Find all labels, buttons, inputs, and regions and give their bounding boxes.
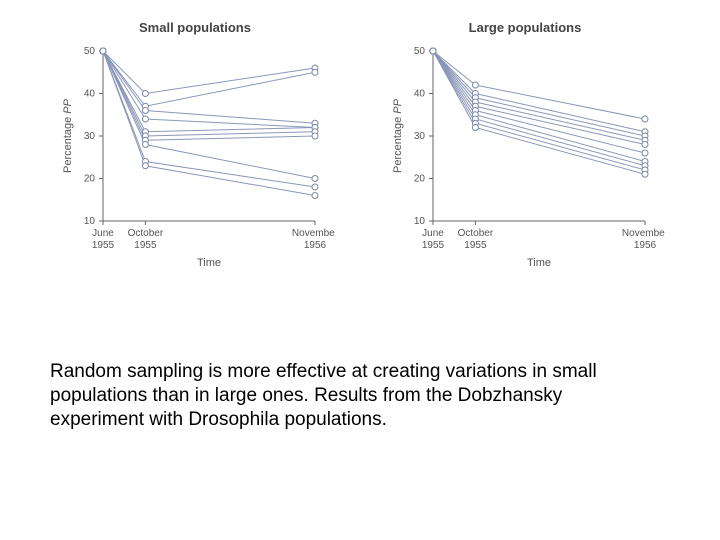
xtick-label-top: November bbox=[292, 228, 335, 239]
series-marker bbox=[312, 133, 318, 139]
series-marker bbox=[472, 125, 478, 131]
ytick-label: 40 bbox=[414, 89, 426, 100]
ytick-label: 30 bbox=[414, 131, 426, 142]
ytick-label: 10 bbox=[84, 216, 96, 227]
ytick-label: 20 bbox=[84, 174, 96, 185]
series-marker bbox=[142, 108, 148, 114]
y-axis-label: Percentage PP bbox=[392, 98, 404, 173]
x-axis-label: Time bbox=[197, 257, 221, 269]
xtick-label-bottom: 1955 bbox=[134, 240, 157, 251]
chart-small-populations: Small populations 1020304050June1955Octo… bbox=[55, 20, 335, 281]
x-axis-label: Time bbox=[527, 257, 551, 269]
series-marker bbox=[430, 48, 436, 54]
chart-svg-small: 1020304050June1955October1955November195… bbox=[55, 41, 335, 281]
series-marker bbox=[642, 116, 648, 122]
ytick-label: 20 bbox=[414, 174, 426, 185]
series-marker bbox=[312, 69, 318, 75]
series-marker bbox=[642, 142, 648, 148]
chart-title-large: Large populations bbox=[385, 20, 665, 35]
charts-row: Small populations 1020304050June1955Octo… bbox=[0, 0, 720, 281]
xtick-label-top: October bbox=[458, 228, 494, 239]
xtick-label-bottom: 1955 bbox=[464, 240, 487, 251]
series-marker bbox=[142, 91, 148, 97]
ytick-label: 50 bbox=[84, 46, 96, 57]
series-marker bbox=[472, 82, 478, 88]
y-axis-label: Percentage PP bbox=[62, 98, 74, 173]
series-marker bbox=[312, 184, 318, 190]
series-marker bbox=[312, 193, 318, 199]
xtick-label-bottom: 1956 bbox=[304, 240, 327, 251]
series-marker bbox=[312, 176, 318, 182]
figure-caption: Random sampling is more effective at cre… bbox=[50, 360, 610, 431]
ytick-label: 10 bbox=[414, 216, 426, 227]
series-marker bbox=[642, 150, 648, 156]
chart-large-populations: Large populations 1020304050June1955Octo… bbox=[385, 20, 665, 281]
ytick-label: 40 bbox=[84, 89, 96, 100]
ytick-label: 50 bbox=[414, 46, 426, 57]
series-marker bbox=[100, 48, 106, 54]
xtick-label-top: October bbox=[128, 228, 164, 239]
series-marker bbox=[142, 116, 148, 122]
series-marker bbox=[642, 171, 648, 177]
chart-title-small: Small populations bbox=[55, 20, 335, 35]
xtick-label-top: November bbox=[622, 228, 665, 239]
chart-svg-large: 1020304050June1955October1955November195… bbox=[385, 41, 665, 281]
xtick-label-bottom: 1955 bbox=[422, 240, 445, 251]
series-marker bbox=[142, 142, 148, 148]
xtick-label-top: June bbox=[422, 228, 444, 239]
ytick-label: 30 bbox=[84, 131, 96, 142]
series-marker bbox=[142, 163, 148, 169]
xtick-label-bottom: 1955 bbox=[92, 240, 115, 251]
xtick-label-top: June bbox=[92, 228, 114, 239]
xtick-label-bottom: 1956 bbox=[634, 240, 657, 251]
